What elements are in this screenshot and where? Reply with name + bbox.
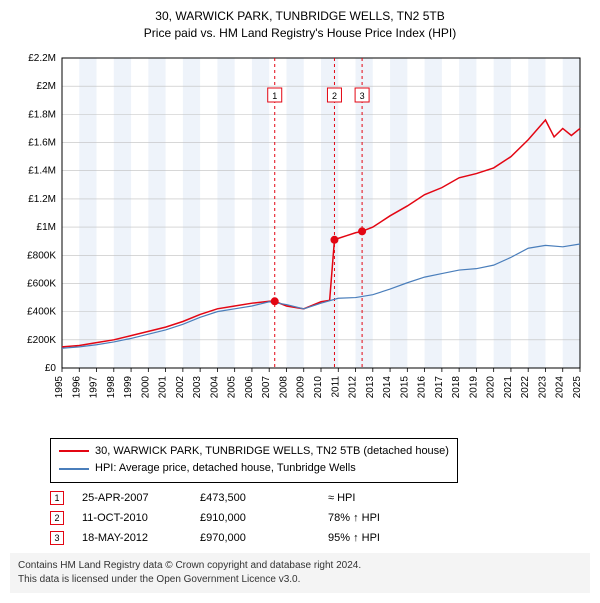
svg-text:£1.4M: £1.4M <box>28 165 56 176</box>
svg-text:2019: 2019 <box>468 375 479 398</box>
svg-text:£1M: £1M <box>37 222 56 233</box>
svg-text:2017: 2017 <box>434 375 445 398</box>
svg-text:2005: 2005 <box>227 375 238 398</box>
svg-text:2016: 2016 <box>417 375 428 398</box>
transaction-date: 18-MAY-2012 <box>82 532 182 544</box>
svg-text:£1.8M: £1.8M <box>28 109 56 120</box>
svg-text:1998: 1998 <box>106 375 117 398</box>
svg-text:£800K: £800K <box>27 250 56 261</box>
legend-row: 30, WARWICK PARK, TUNBRIDGE WELLS, TN2 5… <box>59 443 449 461</box>
transaction-relative: ≈ HPI <box>328 492 448 504</box>
svg-text:2: 2 <box>332 91 337 101</box>
attribution: Contains HM Land Registry data © Crown c… <box>10 553 590 593</box>
transaction-price: £473,500 <box>200 492 310 504</box>
svg-text:2014: 2014 <box>382 375 393 398</box>
svg-text:2025: 2025 <box>572 375 583 398</box>
transaction-marker: 1 <box>50 491 64 505</box>
transaction-price: £970,000 <box>200 532 310 544</box>
svg-text:£600K: £600K <box>27 278 56 289</box>
svg-text:2015: 2015 <box>399 375 410 398</box>
svg-text:2008: 2008 <box>278 375 289 398</box>
svg-text:2020: 2020 <box>486 375 497 398</box>
transaction-row: 1 25-APR-2007 £473,500 ≈ HPI <box>50 491 590 505</box>
transaction-price: £910,000 <box>200 512 310 524</box>
chart-svg: £0 £200K £400K £600K £800K £1M £1.2M £1.4M £1.6M… <box>10 48 590 428</box>
legend: 30, WARWICK PARK, TUNBRIDGE WELLS, TN2 5… <box>50 438 458 483</box>
legend-swatch <box>59 450 89 452</box>
transaction-relative: 95% ↑ HPI <box>328 532 448 544</box>
svg-text:£1.2M: £1.2M <box>28 194 56 205</box>
transaction-relative: 78% ↑ HPI <box>328 512 448 524</box>
svg-text:2006: 2006 <box>244 375 255 398</box>
svg-text:2011: 2011 <box>330 375 341 397</box>
transaction-date: 25-APR-2007 <box>82 492 182 504</box>
transaction-row: 3 18-MAY-2012 £970,000 95% ↑ HPI <box>50 531 590 545</box>
svg-text:1: 1 <box>272 91 277 101</box>
title-line1: 30, WARWICK PARK, TUNBRIDGE WELLS, TN2 5… <box>10 8 590 25</box>
attribution-line2: This data is licensed under the Open Gov… <box>18 573 582 587</box>
svg-text:£1.6M: £1.6M <box>28 137 56 148</box>
transaction-date: 11-OCT-2010 <box>82 512 182 524</box>
svg-text:1999: 1999 <box>123 375 134 398</box>
svg-text:2009: 2009 <box>296 375 307 398</box>
svg-text:£0: £0 <box>45 363 57 374</box>
svg-text:2010: 2010 <box>313 375 324 398</box>
chart-container: 30, WARWICK PARK, TUNBRIDGE WELLS, TN2 5… <box>0 0 600 603</box>
legend-row: HPI: Average price, detached house, Tunb… <box>59 460 449 478</box>
svg-text:2000: 2000 <box>140 375 151 398</box>
svg-text:2018: 2018 <box>451 375 462 398</box>
svg-text:£200K: £200K <box>27 334 56 345</box>
svg-text:2021: 2021 <box>503 375 514 398</box>
svg-text:2002: 2002 <box>175 375 186 398</box>
svg-text:2001: 2001 <box>158 375 169 398</box>
svg-text:1996: 1996 <box>71 375 82 398</box>
chart: £0 £200K £400K £600K £800K £1M £1.2M £1.4M £1.6M… <box>10 48 590 428</box>
svg-text:£2M: £2M <box>37 81 56 92</box>
svg-text:2007: 2007 <box>261 375 272 398</box>
svg-text:2012: 2012 <box>348 375 359 398</box>
title-line2: Price paid vs. HM Land Registry's House … <box>10 25 590 42</box>
title-block: 30, WARWICK PARK, TUNBRIDGE WELLS, TN2 5… <box>10 8 590 42</box>
svg-text:£400K: £400K <box>27 306 56 317</box>
attribution-line1: Contains HM Land Registry data © Crown c… <box>18 559 582 573</box>
legend-label: 30, WARWICK PARK, TUNBRIDGE WELLS, TN2 5… <box>95 443 449 461</box>
svg-text:1997: 1997 <box>89 375 100 398</box>
svg-text:2013: 2013 <box>365 375 376 398</box>
svg-text:1995: 1995 <box>54 375 65 398</box>
transaction-row: 2 11-OCT-2010 £910,000 78% ↑ HPI <box>50 511 590 525</box>
legend-swatch <box>59 468 89 470</box>
svg-text:2023: 2023 <box>537 375 548 398</box>
transaction-marker: 3 <box>50 531 64 545</box>
legend-label: HPI: Average price, detached house, Tunb… <box>95 460 356 478</box>
svg-text:2003: 2003 <box>192 375 203 398</box>
svg-text:2024: 2024 <box>555 375 566 398</box>
svg-text:2022: 2022 <box>520 375 531 398</box>
svg-text:£2.2M: £2.2M <box>28 53 56 64</box>
svg-text:3: 3 <box>360 91 365 101</box>
transaction-marker: 2 <box>50 511 64 525</box>
svg-text:2004: 2004 <box>209 375 220 398</box>
transactions-table: 1 25-APR-2007 £473,500 ≈ HPI 2 11-OCT-2010 £91… <box>50 491 590 545</box>
